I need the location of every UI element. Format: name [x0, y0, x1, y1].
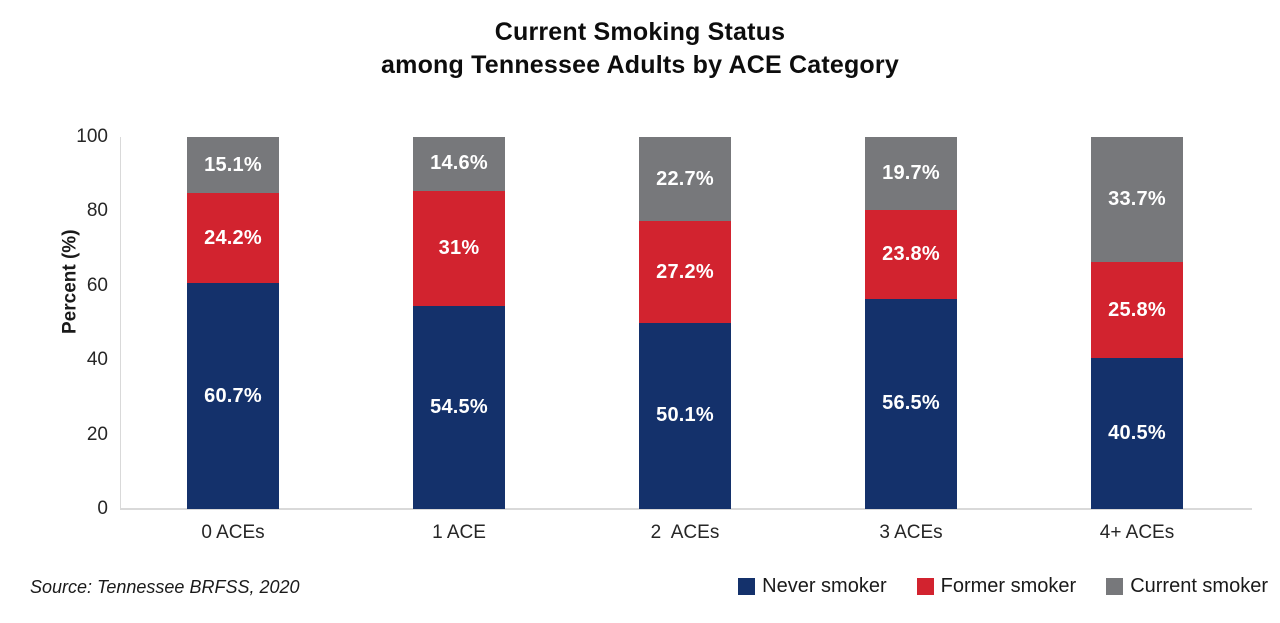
- bar-segment-value-label: 27.2%: [656, 260, 714, 283]
- bar-segment-never-smoker-3-aces: 56.5%: [865, 298, 957, 509]
- bar-segment-value-label: 25.8%: [1108, 298, 1166, 321]
- legend-item-current-smoker: Current smoker: [1106, 575, 1268, 598]
- bar-segment-former-smoker-3-aces: 23.8%: [865, 210, 957, 299]
- y-tick-label-80: 80: [86, 200, 108, 222]
- bar-segment-value-label: 54.5%: [430, 396, 488, 419]
- chart-title-line1: Current Smoking Status: [494, 18, 786, 46]
- bar-segment-current-smoker-2-aces: 22.7%: [639, 137, 731, 222]
- bar-segment-current-smoker-1-ace: 14.6%: [413, 136, 505, 191]
- chart-title-line2: among Tennessee Adults by ACE Category: [381, 51, 899, 79]
- bar-segment-former-smoker-0-aces: 24.2%: [187, 193, 279, 284]
- bar-segment-value-label: 19.7%: [882, 162, 940, 185]
- bar-segment-value-label: 56.5%: [882, 392, 940, 415]
- legend-label-never-smoker: Never smoker: [762, 575, 887, 597]
- bar-segment-former-smoker-2-aces: 27.2%: [639, 221, 731, 323]
- bar-segment-value-label: 24.2%: [204, 226, 262, 249]
- legend-item-never-smoker: Never smoker: [738, 575, 887, 598]
- legend-label-current-smoker: Current smoker: [1130, 575, 1268, 597]
- x-tick-label-0-aces: 0 ACEs: [201, 522, 265, 543]
- y-tick-label-100: 100: [76, 126, 108, 147]
- legend-swatch-current-smoker: [1106, 578, 1124, 595]
- y-tick-label-60: 60: [86, 274, 108, 296]
- legend: Never smoker Former smoker Current smoker: [560, 575, 1268, 598]
- bar-segment-value-label: 33.7%: [1108, 188, 1166, 211]
- bar-segment-value-label: 15.1%: [204, 153, 262, 176]
- y-tick-label-0: 0: [97, 498, 108, 519]
- x-tick-label-2-aces: 2 ACEs: [650, 522, 720, 543]
- bar-segment-former-smoker-4+-aces: 25.8%: [1091, 262, 1183, 359]
- bar-segment-value-label: 40.5%: [1108, 422, 1166, 445]
- legend-label-former-smoker: Former smoker: [940, 575, 1077, 597]
- bar-segment-value-label: 23.8%: [882, 243, 940, 266]
- bar-segment-never-smoker-4+-aces: 40.5%: [1091, 358, 1183, 509]
- y-tick-label-40: 40: [86, 349, 108, 371]
- source-note: Source: Tennessee BRFSS, 2020: [30, 577, 300, 597]
- bar-segment-value-label: 31%: [438, 237, 480, 260]
- bar-segment-never-smoker-2-aces: 50.1%: [639, 322, 731, 509]
- y-tick-label-20: 20: [86, 423, 108, 445]
- bar-segment-value-label: 14.6%: [430, 152, 488, 175]
- bar-segment-current-smoker-0-aces: 15.1%: [187, 137, 279, 194]
- bar-segment-former-smoker-1-ace: 31%: [413, 190, 505, 307]
- bar-segment-current-smoker-4+-aces: 33.7%: [1091, 137, 1183, 263]
- x-tick-label-4+-aces: 4+ ACEs: [1099, 522, 1175, 543]
- legend-swatch-former-smoker: [916, 578, 934, 595]
- legend-item-former-smoker: Former smoker: [916, 575, 1077, 598]
- bar-segment-current-smoker-3-aces: 19.7%: [865, 137, 957, 211]
- bar-segment-value-label: 60.7%: [204, 384, 262, 407]
- bar-segment-never-smoker-0-aces: 60.7%: [187, 283, 279, 509]
- legend-swatch-never-smoker: [738, 578, 756, 595]
- bar-segment-value-label: 22.7%: [656, 167, 714, 190]
- x-tick-label-1-ace: 1 ACE: [432, 522, 486, 543]
- x-tick-label-3-aces: 3 ACEs: [879, 522, 943, 543]
- bar-segment-never-smoker-1-ace: 54.5%: [413, 306, 505, 509]
- bar-segment-value-label: 50.1%: [656, 404, 714, 427]
- x-axis-line: [120, 508, 1252, 510]
- y-axis-line: [120, 137, 121, 509]
- chart-title: Current Smoking Status among Tennessee A…: [0, 16, 1280, 82]
